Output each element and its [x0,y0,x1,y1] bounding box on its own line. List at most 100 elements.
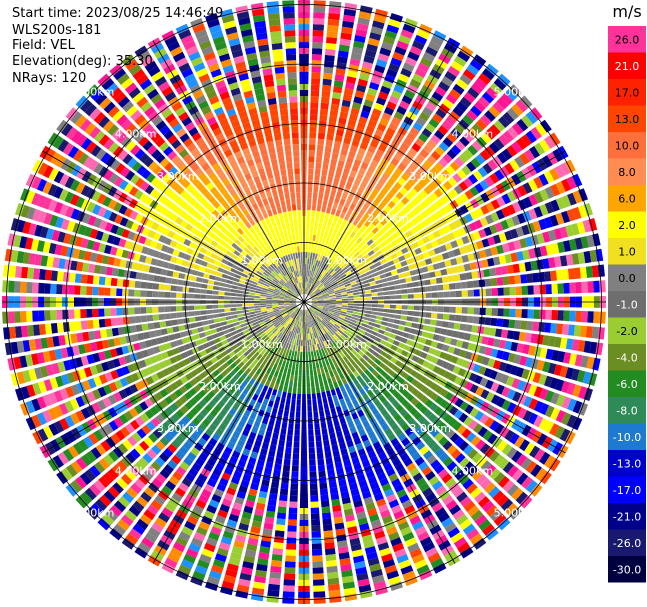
range-gate [254,298,261,301]
range-gate [557,351,566,363]
range-gate [262,417,269,425]
range-gate [349,393,356,401]
range-gate [313,6,326,13]
range-gate [473,307,480,315]
range-gate [453,322,461,330]
range-gate [545,309,552,320]
range-gate [504,502,518,516]
range-gate [342,257,349,264]
range-gate [441,473,453,484]
range-gate [358,287,365,292]
range-gate [406,316,413,322]
range-gate [504,162,515,175]
range-gate [312,252,316,260]
range-gate [291,326,296,333]
range-gate [501,443,513,456]
range-gate [74,273,82,283]
range-gate [353,292,360,296]
range-gate [452,421,462,431]
range-gate [378,503,389,513]
range-gate [471,325,479,333]
range-gate [152,306,159,313]
range-gate [348,64,359,73]
range-gate [562,324,569,336]
range-gate [280,397,286,405]
range-gate [559,428,571,442]
range-gate [461,235,470,245]
range-gate [428,475,440,486]
range-gate [314,356,319,363]
range-gate [530,483,543,497]
range-gate [533,400,544,413]
range-gate [317,283,323,289]
range-gate [412,317,419,323]
range-gate [418,133,429,143]
range-gate [538,418,549,431]
range-gate [310,293,316,298]
range-gate [472,316,480,324]
range-gate [116,317,124,326]
range-gate [464,244,473,253]
range-gate [403,182,412,192]
range-gate [454,157,465,168]
range-gate [526,321,534,331]
range-gate [401,95,413,105]
range-gate [467,505,480,517]
range-gate [351,102,362,110]
range-gate [300,309,303,316]
range-gate [384,222,392,230]
range-gate [539,189,550,201]
range-gate [216,547,229,557]
range-gate [271,388,278,396]
range-gate [252,581,266,590]
range-gate [579,325,587,338]
range-gate [336,267,342,274]
range-gate [501,351,510,361]
range-gate [322,278,328,284]
range-gate [454,469,466,481]
range-gate [323,243,328,251]
range-gate [327,176,334,184]
range-gate [226,461,236,470]
range-gate [312,42,323,49]
range-gate [425,471,436,481]
range-gate [504,230,513,241]
range-gate [330,254,336,261]
range-gate [309,477,318,484]
range-gate [487,236,496,246]
range-gate [20,281,27,293]
range-gate [141,273,149,281]
range-gate [415,391,424,400]
range-gate [319,217,324,225]
range-gate [242,428,250,437]
range-gate [464,189,474,200]
range-gate [425,101,437,112]
range-gate [313,12,325,19]
range-gate [308,270,312,277]
range-gate [289,495,298,502]
range-gate [566,382,576,396]
range-gate [152,314,160,321]
range-gate [599,280,606,293]
range-gate [226,319,233,325]
range-gate [365,125,375,134]
range-gate [158,291,165,298]
range-gate [309,114,318,121]
range-gate [226,519,238,528]
range-gate [367,87,378,97]
range-gate [200,289,207,294]
range-gate [438,261,446,269]
range-gate [312,234,316,241]
range-gate [248,308,255,312]
range-gate [399,494,410,504]
range-gate [218,286,226,292]
range-gate [325,371,331,379]
range-gate [380,378,388,386]
range-gate [344,162,352,170]
range-gate [502,130,514,143]
range-gate [319,410,325,417]
range-gate [379,273,387,279]
range-gate [458,152,469,164]
range-gate [316,308,322,312]
range-gate [377,296,384,300]
